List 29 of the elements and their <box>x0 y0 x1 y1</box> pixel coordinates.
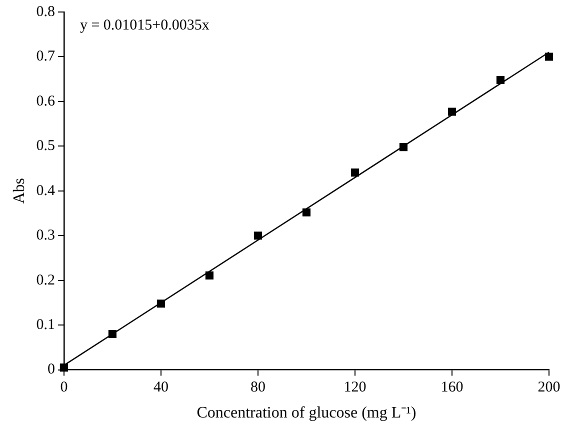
y-tick-label: 0.1 <box>36 317 55 334</box>
y-tick-label: 0.4 <box>36 182 56 199</box>
y-tick-label: 0.8 <box>36 4 55 20</box>
point <box>108 330 116 338</box>
x-tick-label: 0 <box>60 380 68 396</box>
y-tick-label: 0.7 <box>36 48 56 65</box>
point <box>156 300 165 308</box>
y-tick-label: 0.6 <box>36 93 56 110</box>
x-axis-title: Concentration of glucose (mg L⁻¹) <box>196 404 416 422</box>
y-tick-label: 0 <box>47 362 55 378</box>
point <box>544 52 554 61</box>
point <box>496 76 505 84</box>
y-tick-label: 0.3 <box>36 228 55 244</box>
y-axis-title: Abs <box>10 178 28 204</box>
x-tick-label: 200 <box>538 380 560 396</box>
point <box>399 143 408 152</box>
x-tick-label: 80 <box>250 380 266 396</box>
y-tick-label: 0.5 <box>36 138 55 154</box>
point <box>205 271 214 280</box>
point <box>350 168 360 177</box>
x-tick-label: 160 <box>440 380 464 396</box>
y-tick-label: 0.2 <box>36 272 55 288</box>
annotation: y = 0.01015+0.0035x <box>80 17 210 34</box>
x-tick-label: 120 <box>344 380 366 396</box>
point <box>60 364 68 372</box>
x-tick-label: 40 <box>153 380 168 396</box>
point <box>254 232 262 240</box>
point <box>448 108 456 116</box>
point <box>302 208 311 216</box>
